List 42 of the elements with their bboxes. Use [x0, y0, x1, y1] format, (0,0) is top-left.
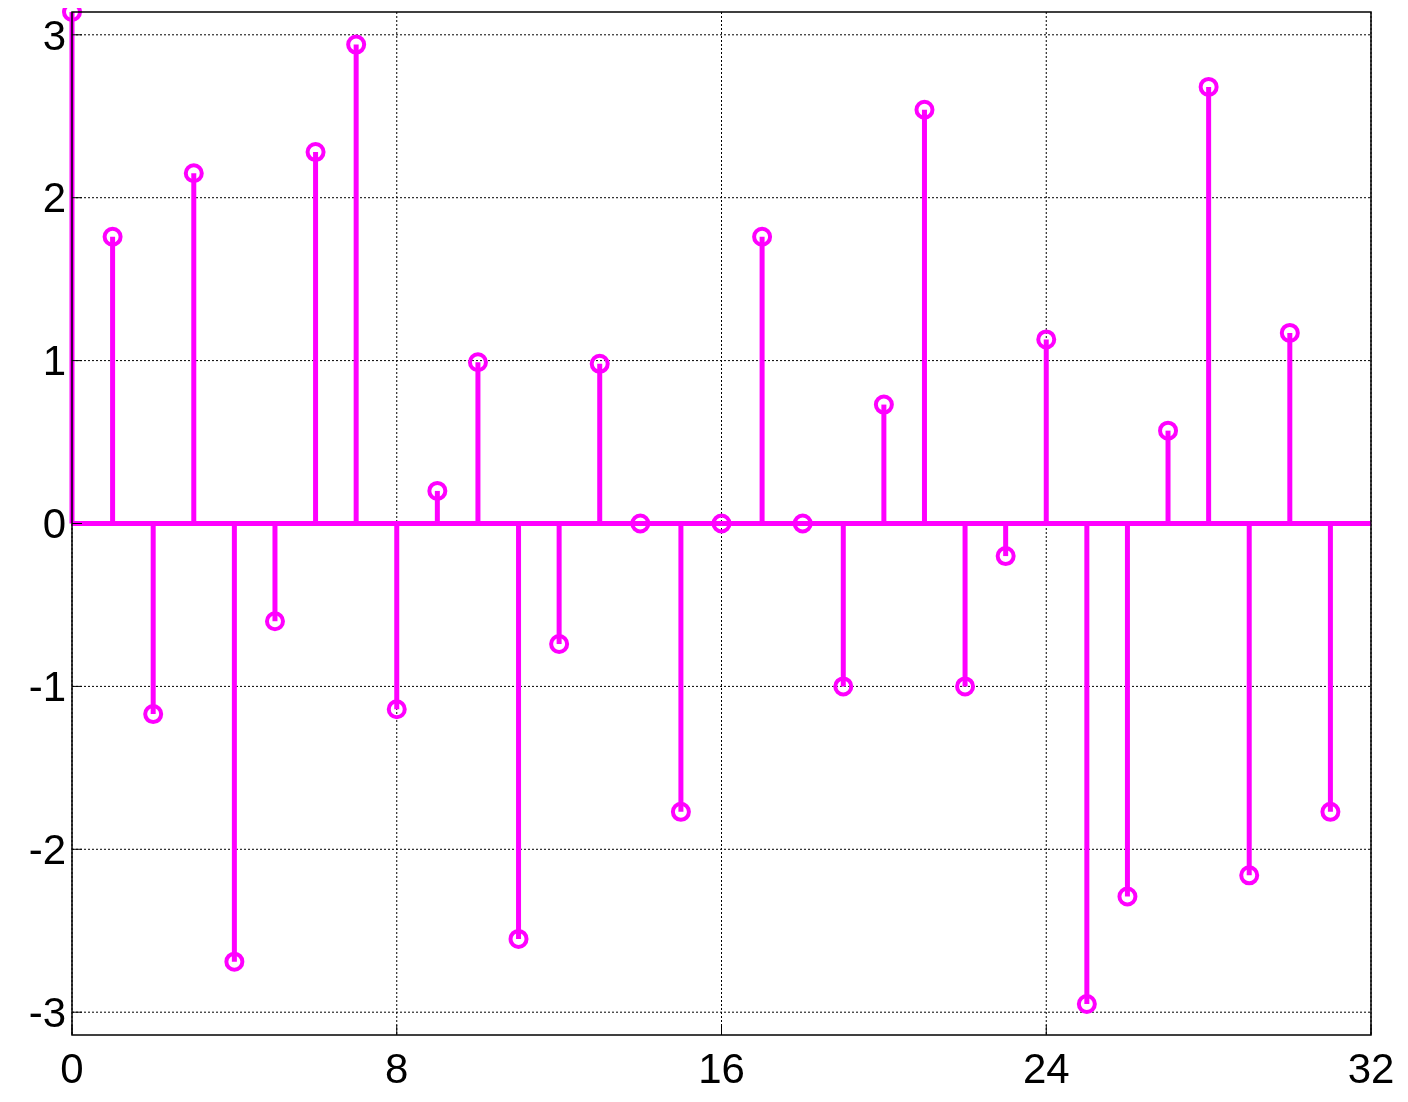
point [670, 801, 691, 822]
point [386, 699, 407, 720]
y-tick-label: 0 [42, 500, 66, 548]
point [752, 226, 773, 247]
point [143, 704, 164, 725]
point [1076, 994, 1097, 1015]
point [467, 352, 488, 373]
point [833, 676, 854, 697]
point [711, 513, 732, 534]
point [1279, 322, 1300, 343]
point [346, 34, 367, 55]
x-tick-label: 32 [1347, 1045, 1395, 1092]
point [549, 634, 570, 655]
point [873, 394, 894, 415]
y-tick-label: -1 [28, 663, 66, 711]
x-tick-label: 8 [385, 1045, 409, 1092]
x-tick-label: 16 [698, 1045, 745, 1092]
point [224, 951, 245, 972]
point [1036, 329, 1057, 350]
point [264, 611, 285, 632]
x-tick-label: 24 [1022, 1045, 1070, 1092]
y-tick-label: 1 [42, 337, 66, 385]
point [427, 480, 448, 501]
point [183, 163, 204, 184]
point [630, 513, 651, 534]
point [1239, 865, 1260, 886]
point [1117, 886, 1138, 907]
point [995, 546, 1016, 567]
point [1320, 801, 1341, 822]
point [589, 353, 610, 374]
y-tick-label: 2 [42, 174, 66, 222]
y-tick-label: 3 [42, 11, 66, 59]
y-tick-label: -3 [28, 988, 66, 1036]
point [955, 676, 976, 697]
point [1158, 420, 1179, 441]
point [792, 513, 813, 534]
point [102, 226, 123, 247]
point [508, 928, 529, 949]
point [914, 99, 935, 120]
point [1198, 76, 1219, 97]
point [305, 142, 326, 163]
y-tick-label: -2 [28, 826, 66, 873]
